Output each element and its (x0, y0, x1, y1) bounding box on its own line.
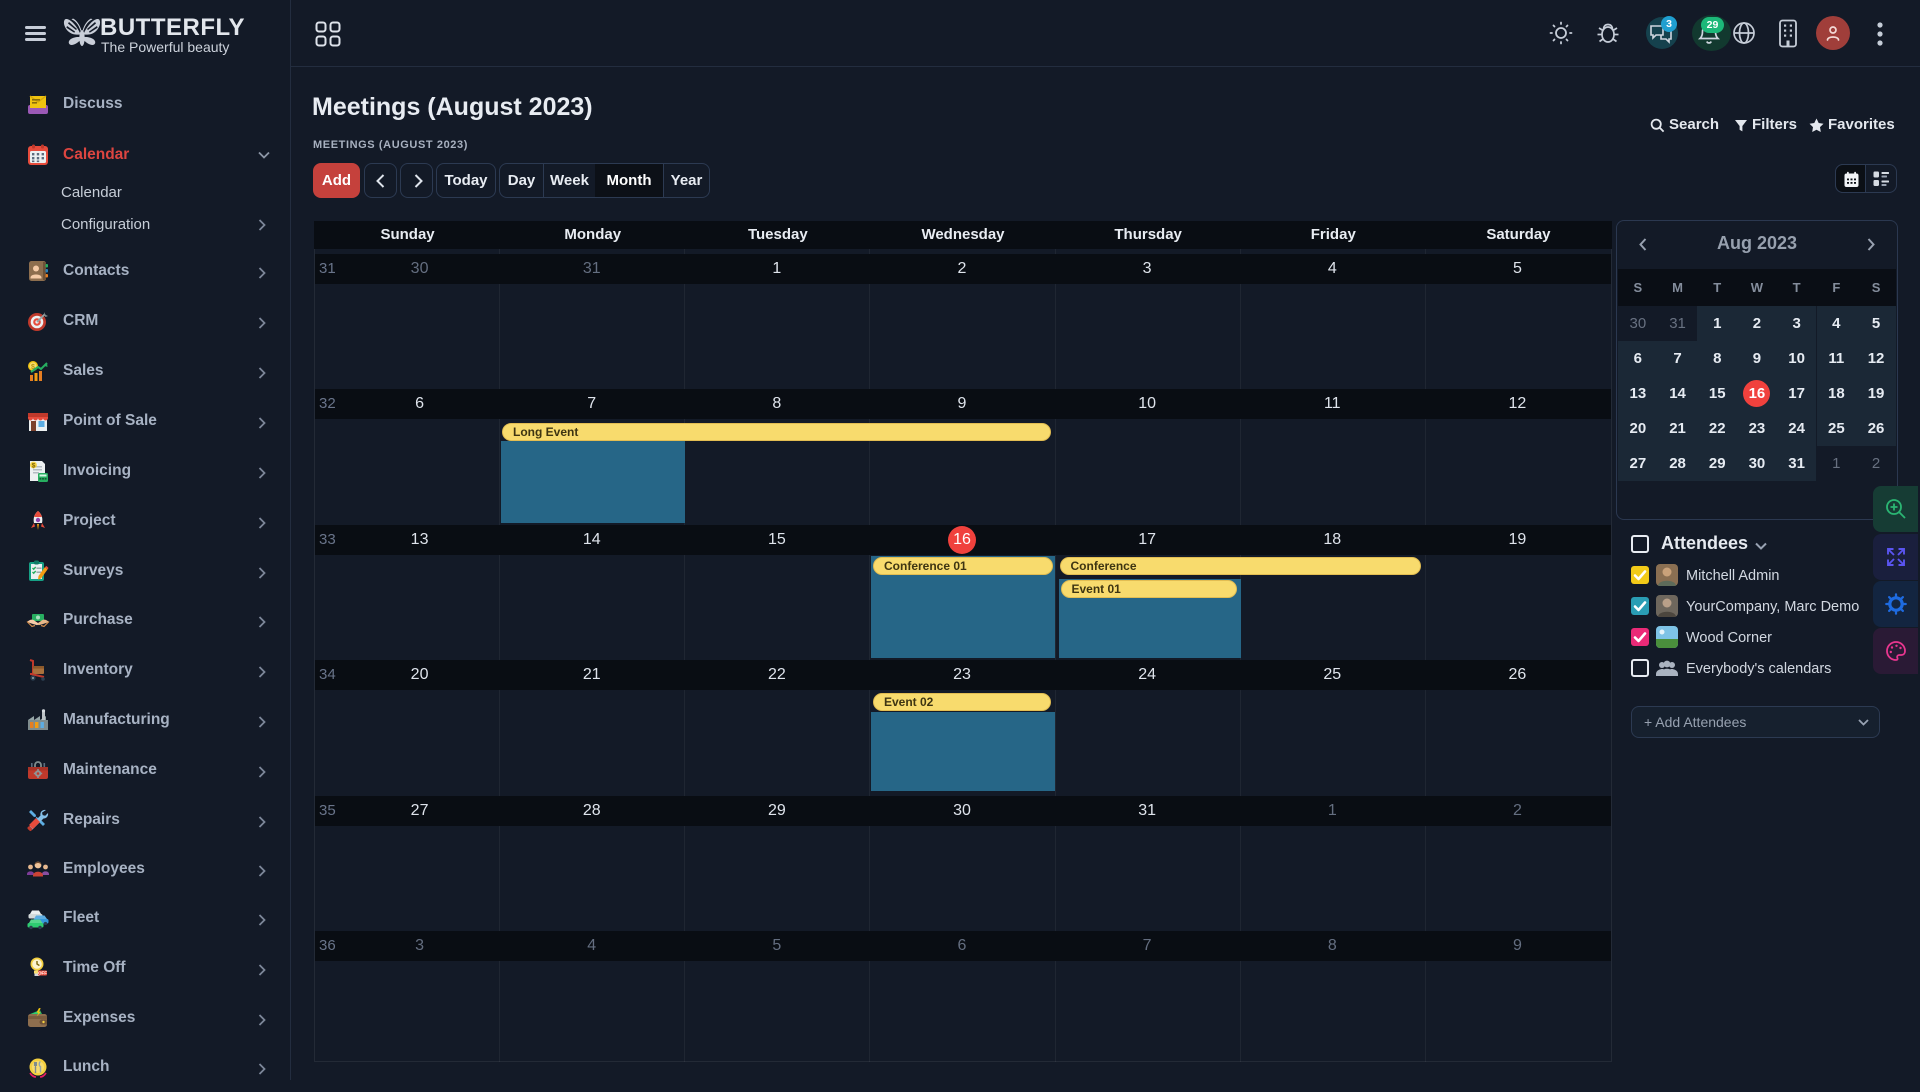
svg-text:OFF: OFF (38, 970, 47, 975)
svg-text:$: $ (31, 364, 35, 371)
svg-text:$: $ (32, 462, 36, 469)
